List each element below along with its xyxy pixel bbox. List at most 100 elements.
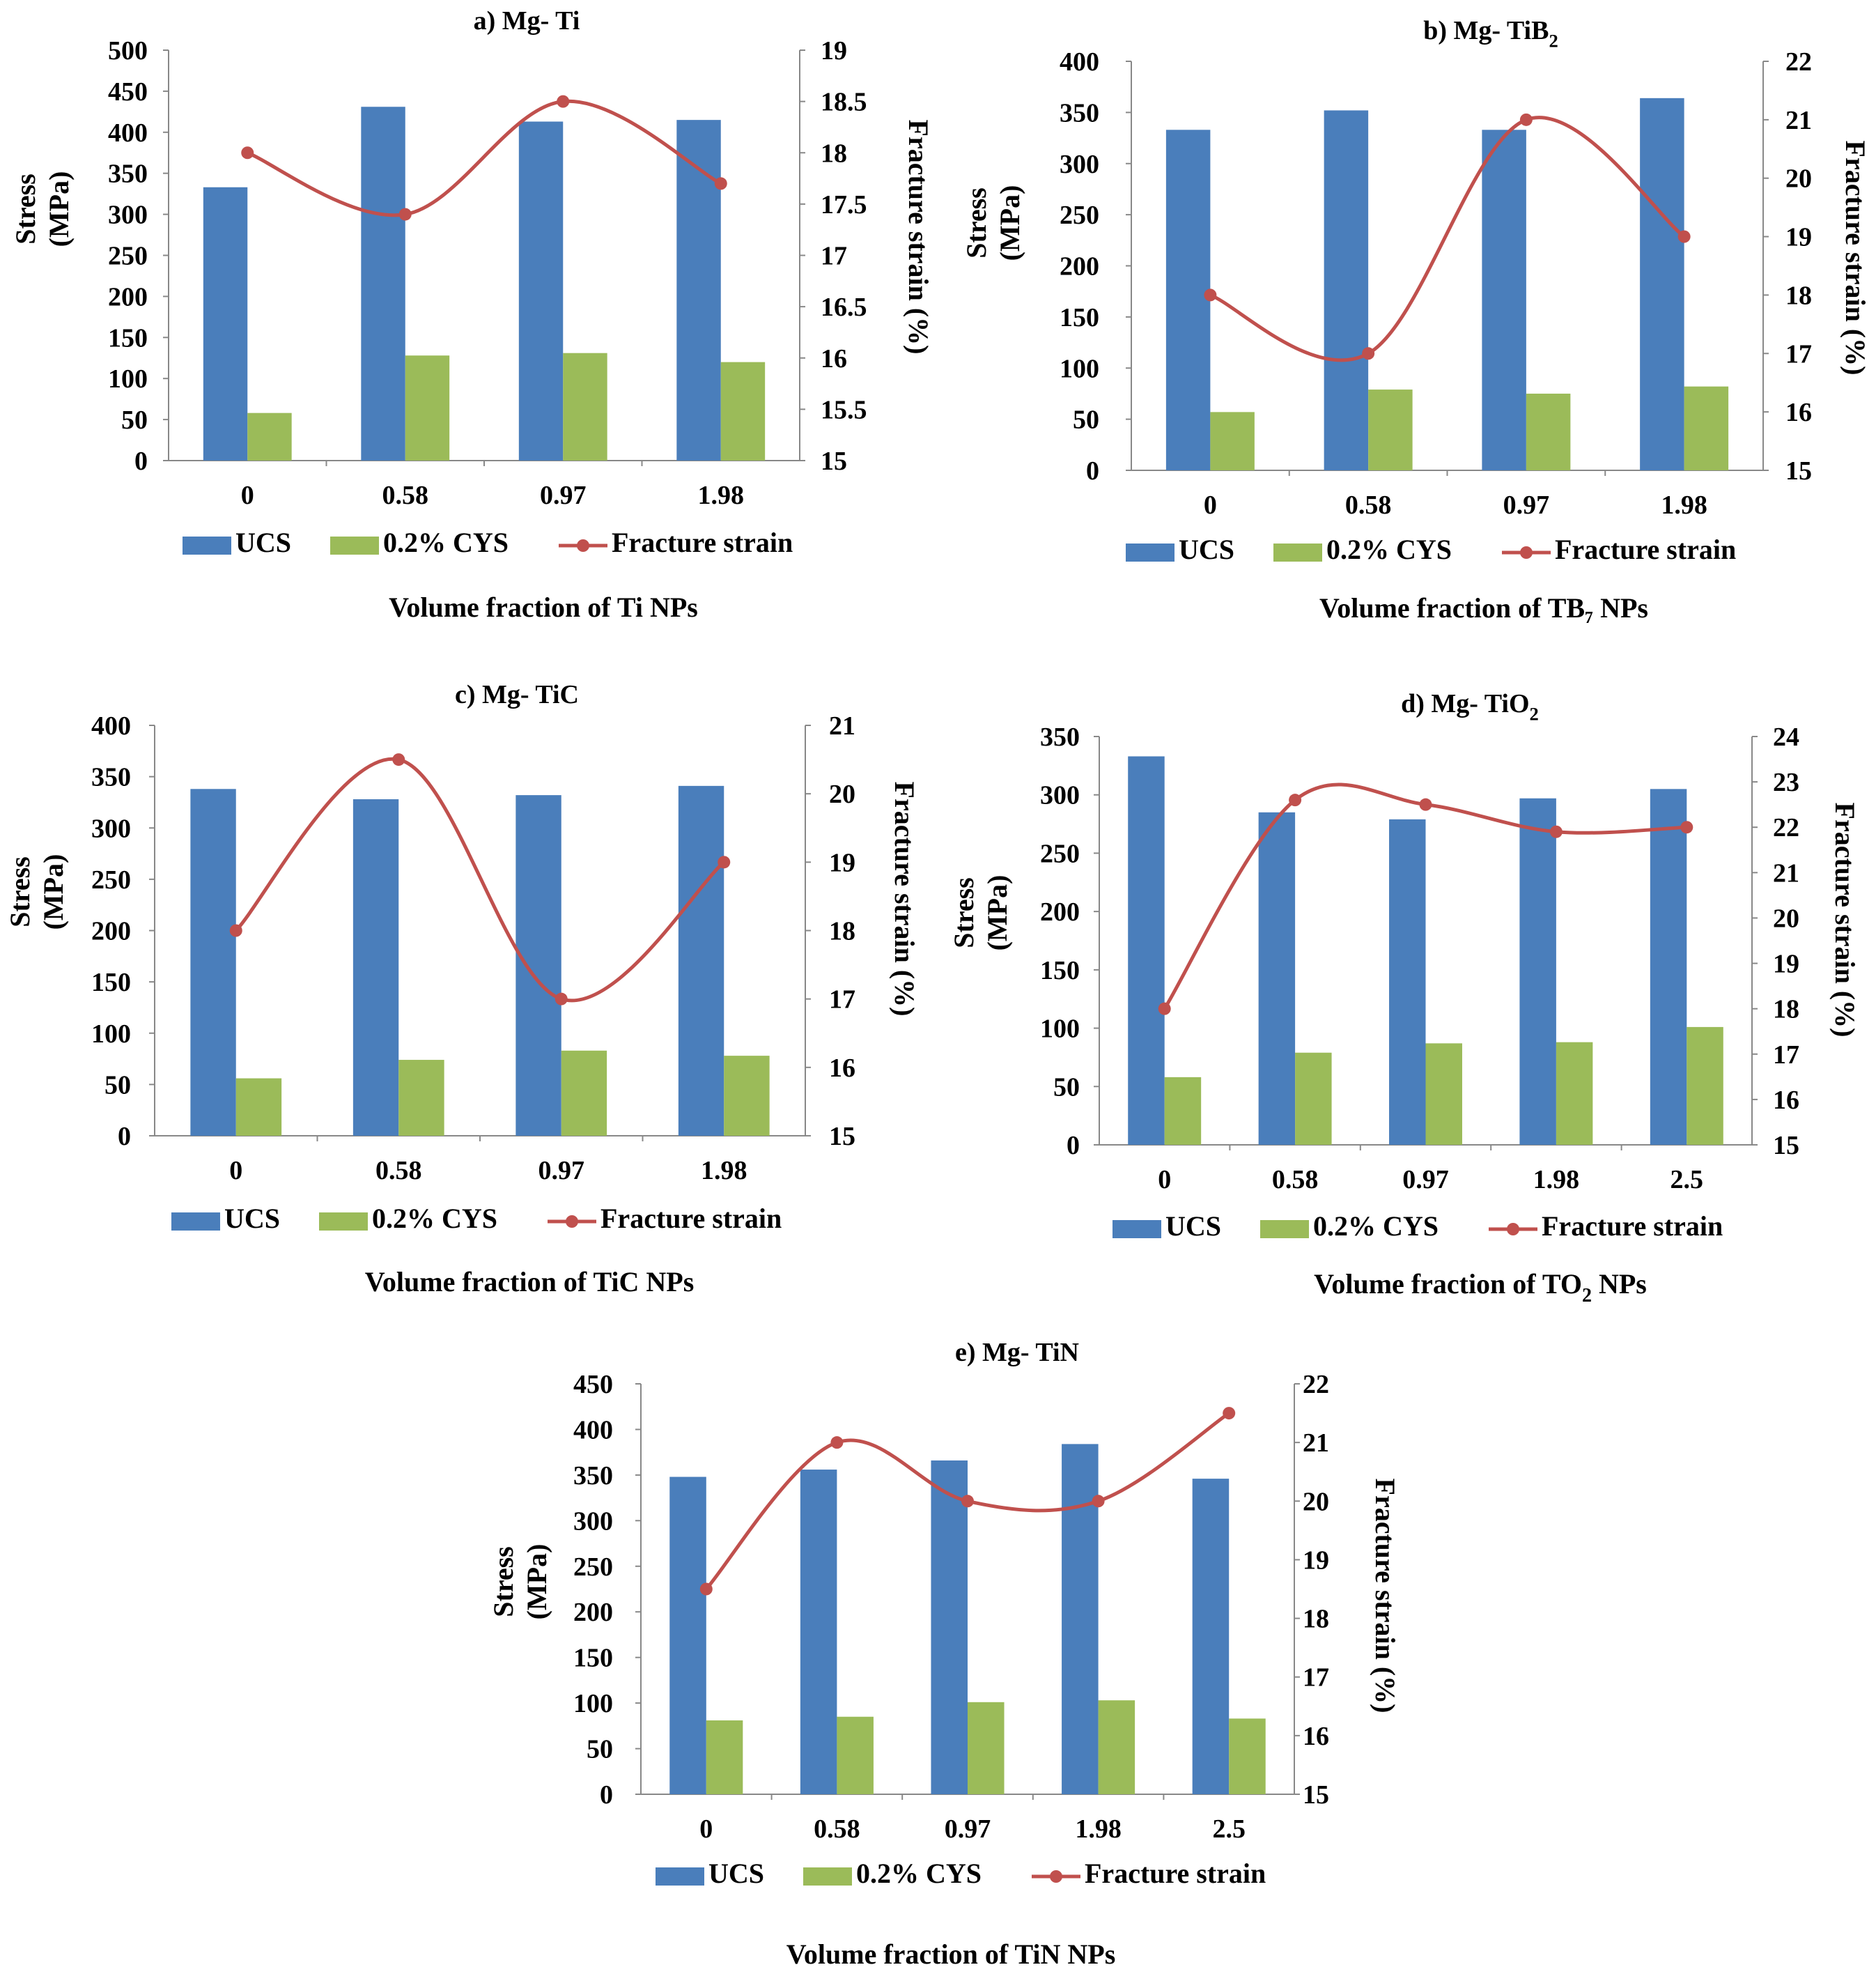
legend-label-strain: Fracture strain	[600, 1203, 782, 1234]
bar-ucs	[669, 1477, 706, 1794]
left-tick-label: 300	[1040, 781, 1080, 810]
bar-cys	[1684, 386, 1729, 470]
fracture-strain-point	[229, 924, 242, 937]
bar-cys	[1687, 1026, 1723, 1145]
right-tick-label: 16	[1773, 1086, 1799, 1115]
bar-cys	[398, 1060, 444, 1136]
left-tick-label: 450	[573, 1370, 613, 1399]
fracture-strain-point	[1289, 794, 1302, 807]
bar-cys	[1368, 390, 1413, 470]
legend-label-ucs: UCS	[1179, 534, 1234, 565]
x-tick-label: 2.5	[1212, 1814, 1246, 1844]
left-tick-label: 250	[573, 1552, 613, 1582]
x-tick-label: 0.97	[1503, 491, 1550, 520]
right-tick-label: 16	[1303, 1722, 1329, 1751]
left-tick-label: 350	[91, 763, 131, 792]
fracture-strain-point	[718, 856, 731, 869]
chart-title: e) Mg- TiN	[955, 1338, 1079, 1367]
right-tick-label: 17	[821, 242, 847, 271]
fracture-strain-point	[1519, 113, 1533, 126]
fracture-strain-line	[1209, 116, 1686, 362]
bar-ucs	[800, 1470, 837, 1794]
bar-cys	[706, 1720, 743, 1794]
bar-cys	[1229, 1718, 1266, 1794]
right-tick-label: 15	[829, 1122, 855, 1151]
legend-swatch-cys	[1260, 1220, 1309, 1238]
fracture-strain-point	[1158, 1002, 1171, 1015]
right-tick-label: 16.5	[821, 293, 867, 322]
bar-cys	[561, 1050, 607, 1136]
fracture-strain-line	[234, 757, 725, 1003]
chart-panel-d: d) Mg- TiO205010015020025030035015161718…	[948, 689, 1861, 1306]
right-tick-label: 21	[1773, 858, 1799, 888]
fracture-strain-point	[1677, 230, 1691, 243]
bar-cys	[724, 1056, 770, 1136]
left-tick-label: 400	[1060, 47, 1099, 77]
x-axis-title: Volume fraction of TiN NPs	[786, 1938, 1116, 1970]
x-tick-label: 0.58	[382, 481, 429, 510]
fracture-strain-point	[699, 1582, 713, 1596]
left-tick-label: 0	[1067, 1131, 1080, 1160]
x-tick-label: 0.97	[540, 481, 587, 510]
bar-ucs	[1324, 110, 1369, 470]
bar-cys	[1164, 1077, 1202, 1145]
fracture-strain-point	[555, 992, 568, 1005]
left-tick-label: 300	[1060, 150, 1099, 179]
x-tick-label: 1.98	[1075, 1814, 1122, 1844]
x-tick-label: 0.97	[538, 1156, 585, 1185]
fracture-strain-point	[1549, 825, 1563, 838]
legend-swatch-cys	[330, 537, 379, 555]
right-axis-label: Fracture strain (%)	[1829, 803, 1861, 1038]
legend-swatch-ucs	[1126, 544, 1175, 562]
bar-cys	[720, 362, 766, 461]
legend: UCS 0.2% CYS Fracture strain	[1126, 534, 1736, 565]
right-tick-label: 15.5	[821, 395, 867, 424]
left-tick-label: 200	[108, 282, 148, 311]
left-tick-label: 300	[108, 201, 148, 230]
legend-swatch-cys	[319, 1212, 368, 1231]
right-tick-label: 18	[1785, 281, 1812, 310]
fracture-strain-point	[1223, 1407, 1236, 1420]
left-axis-label-line2: (MPa)	[994, 185, 1025, 261]
left-tick-label: 150	[1060, 303, 1099, 332]
right-tick-label: 18.5	[821, 88, 867, 117]
legend-label-cys: 0.2% CYS	[1313, 1210, 1439, 1242]
chart-panel-c: c) Mg- TiC050100150200250300350400151617…	[4, 680, 920, 1297]
left-axis-label-line1: Stress	[948, 877, 979, 948]
left-tick-label: 200	[91, 917, 131, 946]
left-tick-label: 100	[108, 364, 148, 394]
x-tick-label: 0	[229, 1156, 242, 1185]
x-tick-label: 0.97	[1402, 1165, 1449, 1194]
x-tick-label: 1.98	[1533, 1165, 1580, 1194]
left-axis-label-line1: Stress	[961, 187, 992, 258]
bar-ucs	[1640, 98, 1684, 470]
legend-label-cys: 0.2% CYS	[383, 527, 509, 558]
fracture-strain-line	[1163, 783, 1687, 1010]
fracture-strain-point	[398, 208, 412, 221]
left-tick-label: 100	[573, 1689, 613, 1718]
right-tick-label: 21	[1303, 1428, 1329, 1458]
left-tick-label: 50	[1053, 1072, 1080, 1102]
x-axis-title: Volume fraction of TO2 NPs	[1314, 1268, 1647, 1306]
right-tick-label: 16	[1785, 398, 1812, 427]
bar-ucs	[1165, 130, 1211, 470]
left-axis-label-line1: Stress	[10, 174, 41, 244]
right-tick-label: 17.5	[821, 190, 867, 219]
left-axis-label-line2: (MPa)	[38, 854, 69, 930]
right-tick-label: 17	[1773, 1040, 1799, 1070]
left-tick-label: 300	[91, 814, 131, 843]
x-tick-label: 1.98	[701, 1156, 747, 1185]
x-tick-label: 0.58	[1345, 491, 1392, 520]
fracture-strain-point	[392, 753, 405, 766]
x-tick-label: 0.58	[1272, 1165, 1319, 1194]
left-tick-label: 400	[573, 1415, 613, 1444]
bar-cys	[968, 1702, 1005, 1794]
fracture-strain-point	[1419, 798, 1432, 811]
right-tick-label: 18	[1773, 995, 1799, 1024]
right-tick-label: 21	[1785, 106, 1812, 135]
bar-ucs	[352, 799, 399, 1136]
legend: UCS 0.2% CYS Fracture strain	[171, 1203, 782, 1234]
fracture-strain-point	[961, 1495, 974, 1508]
x-tick-label: 0	[1204, 491, 1217, 520]
legend-label-cys: 0.2% CYS	[856, 1858, 982, 1889]
